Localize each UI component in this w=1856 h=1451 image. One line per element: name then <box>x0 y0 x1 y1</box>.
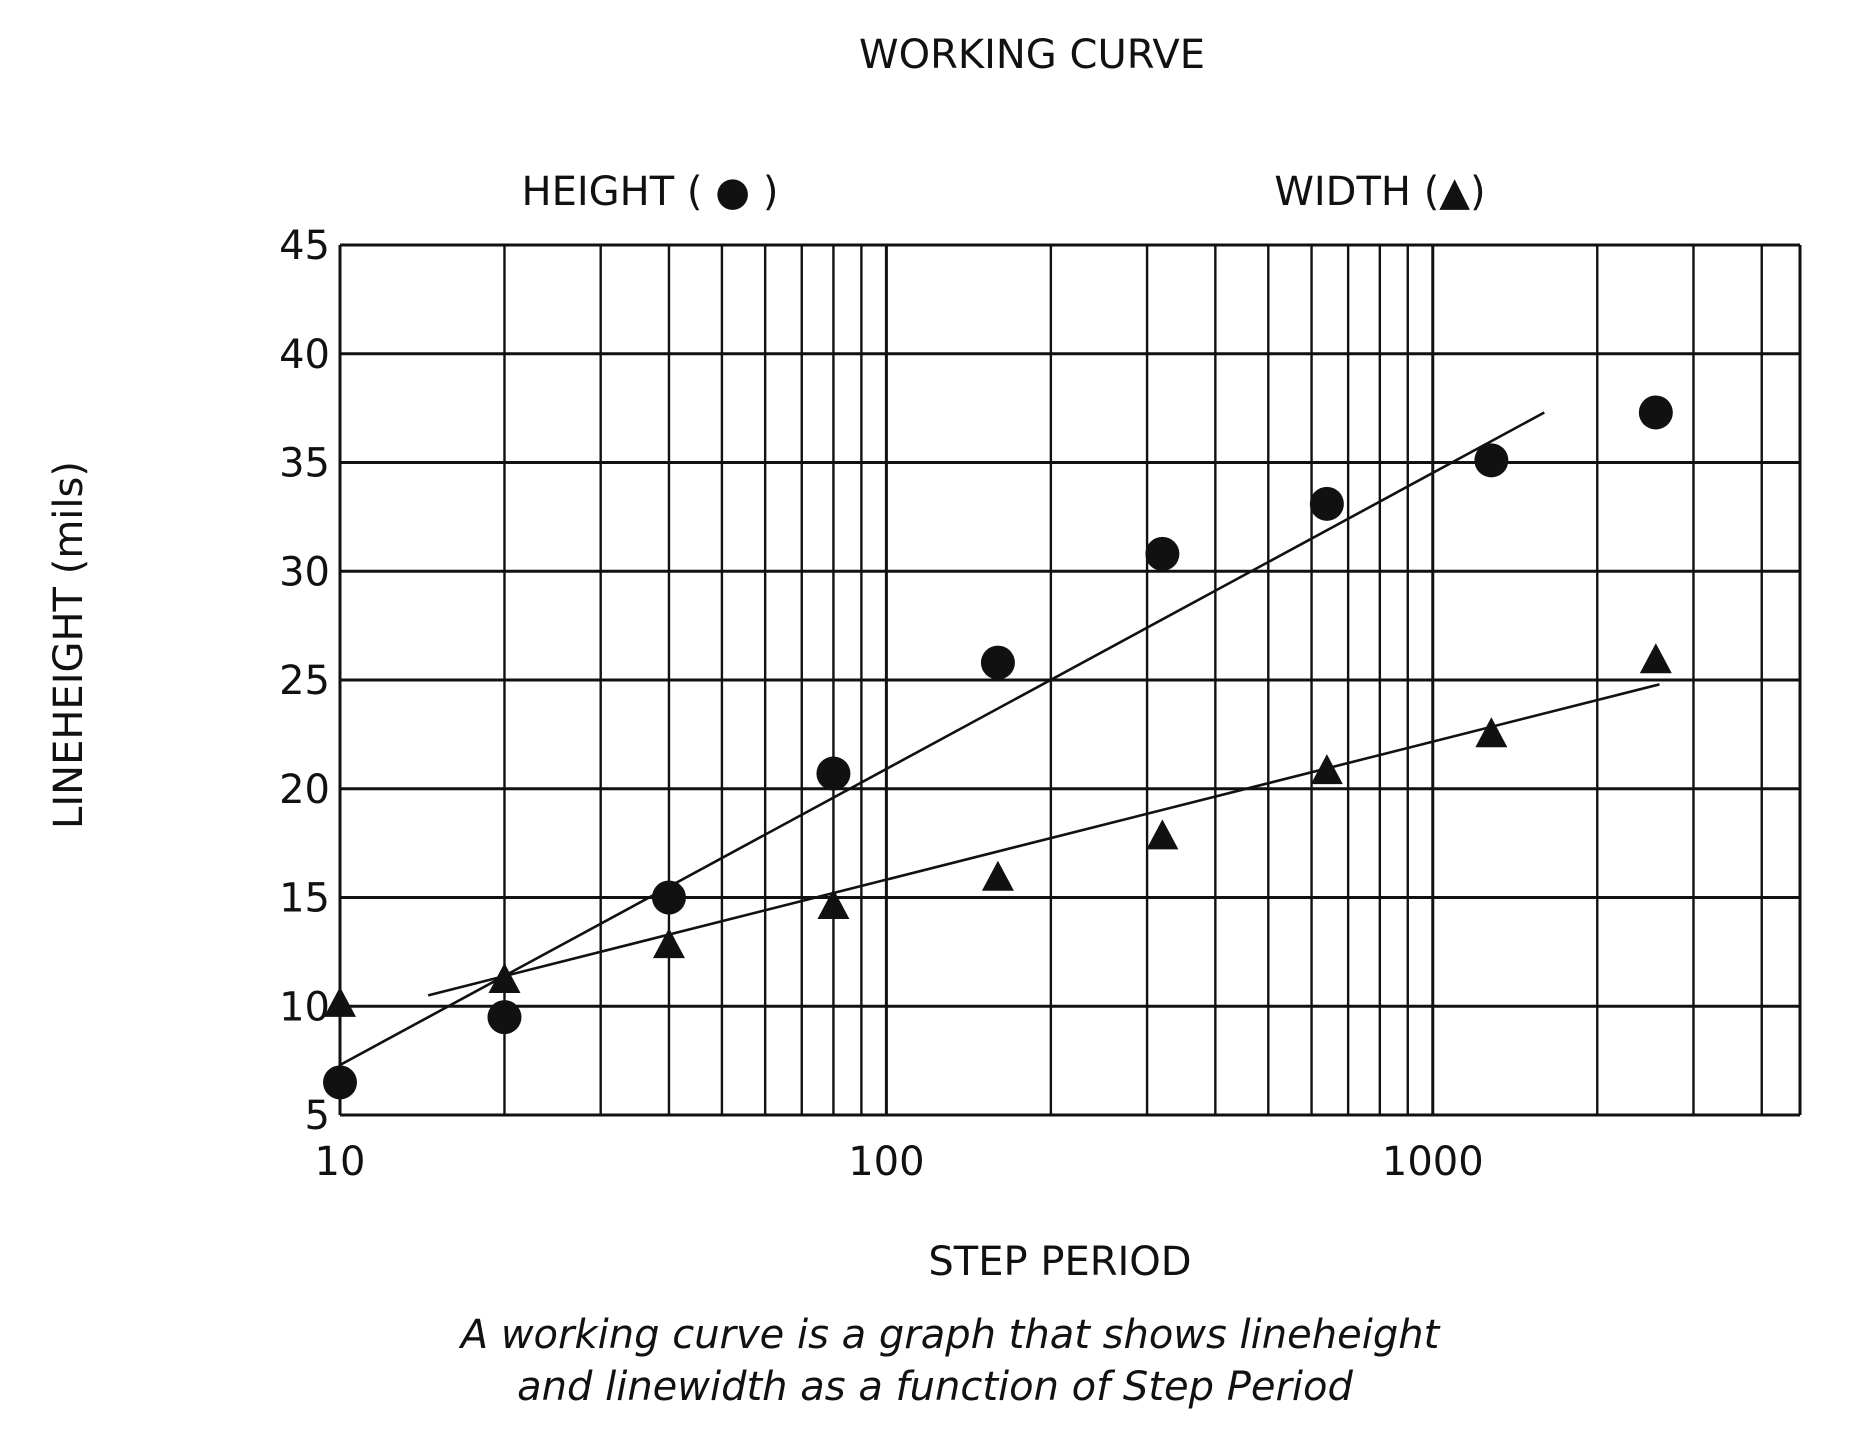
y-tick-label-6: 35 <box>279 441 330 487</box>
x-tick-label-0: 10 <box>315 1139 366 1185</box>
y-tick-label-4: 25 <box>279 658 330 704</box>
legend-height-label: HEIGHT ( ● ) <box>522 169 779 215</box>
chart-title: WORKING CURVE <box>859 32 1205 78</box>
legend-width-label: WIDTH (▲) <box>1274 169 1485 215</box>
width-point-5 <box>1146 819 1179 850</box>
height-point-4 <box>980 645 1015 680</box>
y-tick-label-7: 40 <box>279 332 330 378</box>
height-point-7 <box>1474 443 1509 478</box>
height-point-6 <box>1309 486 1344 521</box>
fit-line-triangle <box>427 683 1660 997</box>
height-point-1 <box>487 1000 522 1035</box>
caption-line-2: and linewidth as a function of Step Peri… <box>517 1364 1353 1410</box>
grid <box>338 243 1802 1117</box>
x-tick-label-2: 1000 <box>1382 1139 1484 1185</box>
y-tick-label-1: 10 <box>279 984 330 1030</box>
width-point-2 <box>652 928 685 959</box>
y-tick-labels: 5 10 15 20 25 30 35 40 45 <box>279 223 330 1139</box>
width-point-0 <box>324 986 356 1017</box>
y-tick-label-2: 15 <box>279 876 330 922</box>
fit-lines <box>339 411 1660 1067</box>
height-point-5 <box>1145 536 1180 571</box>
y-tick-label-3: 20 <box>279 767 330 813</box>
fit-line-circle <box>339 411 1545 1067</box>
x-tick-labels: 10 100 1000 <box>315 1139 1484 1185</box>
caption-line-1: A working curve is a graph that shows li… <box>458 1312 1441 1358</box>
height-point-3 <box>816 756 851 791</box>
y-tick-label-5: 30 <box>279 549 330 595</box>
width-point-6 <box>1310 754 1343 785</box>
height-point-0 <box>323 1065 357 1100</box>
y-tick-label-0: 5 <box>305 1093 330 1139</box>
width-point-8 <box>1639 643 1672 674</box>
width-point-1 <box>488 962 521 993</box>
x-tick-label-1: 100 <box>848 1139 924 1185</box>
width-point-4 <box>981 860 1014 891</box>
height-point-8 <box>1638 395 1673 430</box>
data-points <box>323 395 1673 1100</box>
y-axis-label: LINEHEIGHT (mils) <box>46 461 92 829</box>
y-tick-label-8: 45 <box>279 223 330 269</box>
width-point-7 <box>1475 717 1508 748</box>
x-axis-label: STEP PERIOD <box>928 1239 1191 1285</box>
width-point-3 <box>817 889 850 920</box>
height-point-2 <box>651 880 686 915</box>
